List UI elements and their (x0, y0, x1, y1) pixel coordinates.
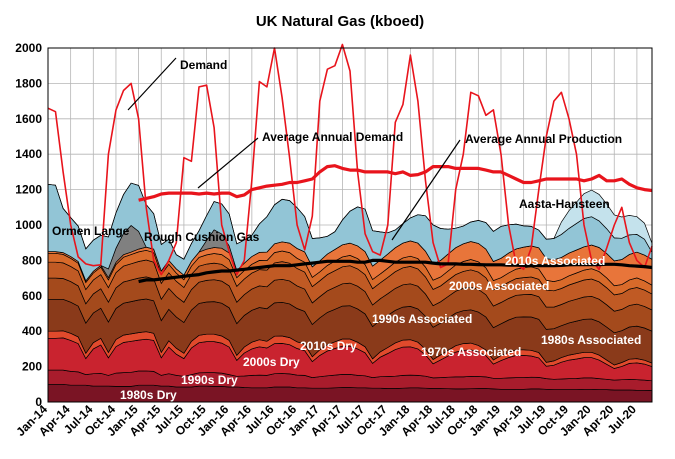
plot-border (47, 47, 653, 403)
y-tick-label-7: 1400 (15, 147, 42, 161)
y-tick-label-9: 1800 (15, 76, 42, 90)
annotation-average-annual-demand: Average Annual Demand (262, 130, 403, 144)
annotation-1990s-associated: 1990s Associated (372, 312, 472, 326)
y-tick-label-2: 400 (22, 324, 42, 338)
line-average-annual-demand (138, 164, 653, 202)
y-tick-label-3: 600 (22, 289, 42, 303)
annotation-2010s-associated: 2010s Associated (505, 254, 605, 268)
annotation-rough-cushion-gas: Rough Cushion Gas (144, 230, 260, 244)
line-demand (47, 43, 653, 276)
annotation-1980s-dry: 1980s Dry (120, 388, 177, 402)
y-tick-label-8: 1600 (15, 112, 42, 126)
annotation-average-annual-production: Average Annual Production (465, 132, 622, 146)
annotation-demand: Demand (180, 58, 227, 72)
y-tick-label-10: 2000 (15, 41, 42, 55)
chart-title: UK Natural Gas (kboed) (256, 13, 424, 30)
annotation-1990s-dry: 1990s Dry (181, 373, 238, 387)
annotation-aasta-hansteen: Aasta-Hansteen (519, 197, 610, 211)
y-tick-label-4: 800 (22, 253, 42, 267)
stacked-areas (47, 182, 653, 403)
annotation-2010s-dry: 2010s Dry (300, 339, 357, 353)
y-tick-label-1: 200 (22, 360, 42, 374)
y-tick-label-5: 1000 (15, 218, 42, 232)
demand-leader-line (127, 57, 177, 111)
annotation-2000s-associated: 2000s Associated (449, 279, 549, 293)
y-tick-label-6: 1200 (15, 183, 42, 197)
avg-demand-leader-line (197, 137, 259, 189)
avg-production-leader-line (391, 139, 461, 241)
annotations: Demand Average Annual Demand Average Annua… (52, 57, 641, 402)
annotation-ormen-lange: Ormen Lange (52, 224, 130, 238)
annotation-2000s-dry: 2000s Dry (243, 355, 300, 369)
y-tick-label-0: 0 (35, 395, 42, 409)
series-lines (47, 43, 653, 284)
annotation-1970s-associated: 1970s Associated (421, 345, 521, 359)
line-average-annual-production (138, 258, 653, 284)
annotation-1980s-associated: 1980s Associated (541, 333, 641, 347)
